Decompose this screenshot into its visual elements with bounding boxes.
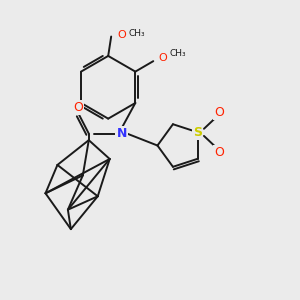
Text: O: O [158, 53, 167, 63]
Text: CH₃: CH₃ [128, 29, 145, 38]
Text: CH₃: CH₃ [169, 49, 186, 58]
Text: O: O [74, 100, 83, 113]
Text: O: O [214, 106, 224, 119]
Text: N: N [116, 127, 127, 140]
Text: S: S [194, 126, 202, 139]
Text: O: O [117, 30, 126, 40]
Text: O: O [214, 146, 224, 159]
